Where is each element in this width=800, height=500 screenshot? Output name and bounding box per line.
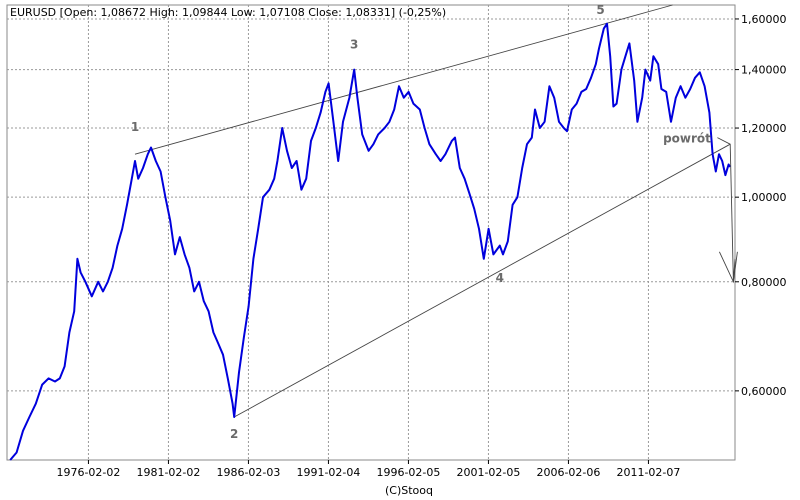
wave-label: 4 bbox=[496, 271, 504, 285]
chart-header: EURUSD [Open: 1,08672 High: 1,09844 Low:… bbox=[10, 6, 446, 19]
series-layer bbox=[9, 22, 732, 461]
wave-label: 3 bbox=[350, 38, 358, 52]
y-tick-label: 0,80000 bbox=[741, 276, 787, 289]
wave-annotations: 1 2 3 4 5 powrót bbox=[131, 3, 711, 441]
x-tick-label: 2011-02-07 bbox=[616, 466, 680, 479]
y-axis: 0,60000 0,80000 1,00000 1,20000 1,40000 1,600… bbox=[735, 13, 787, 398]
plot-frame bbox=[6, 4, 736, 461]
x-tick-label: 2001-02-05 bbox=[456, 466, 520, 479]
trendline bbox=[233, 143, 731, 418]
x-tick-label: 1986-02-03 bbox=[216, 466, 280, 479]
y-tick-label: 0,60000 bbox=[741, 385, 787, 398]
x-tick-label: 2006-02-06 bbox=[536, 466, 600, 479]
projection-arrow bbox=[717, 137, 738, 284]
projection-path bbox=[717, 137, 736, 282]
y-tick-label: 1,20000 bbox=[741, 122, 787, 135]
y-tick-label: 1,60000 bbox=[741, 13, 787, 26]
wave-label: 1 bbox=[131, 120, 139, 134]
trendlines bbox=[134, 4, 731, 418]
wave-label: 2 bbox=[230, 427, 238, 441]
grid bbox=[7, 5, 735, 460]
wave-label: 5 bbox=[596, 3, 604, 17]
x-tick-label: 1976-02-02 bbox=[56, 466, 120, 479]
x-tick-label: 1991-02-04 bbox=[296, 466, 360, 479]
y-tick-label: 1,40000 bbox=[741, 64, 787, 77]
x-axis: 1976-02-02 1981-02-02 1986-02-03 1991-02-04… bbox=[56, 460, 680, 479]
y-tick-label: 1,00000 bbox=[741, 191, 787, 204]
projection-arrowhead bbox=[718, 251, 738, 284]
trendline bbox=[134, 4, 673, 155]
x-tick-label: 1981-02-02 bbox=[136, 466, 200, 479]
eurusd-price-line bbox=[9, 22, 732, 461]
footer-credit: (C)Stooq bbox=[385, 484, 433, 497]
x-tick-label: 1996-02-05 bbox=[376, 466, 440, 479]
wave-label: powrót bbox=[663, 132, 711, 146]
